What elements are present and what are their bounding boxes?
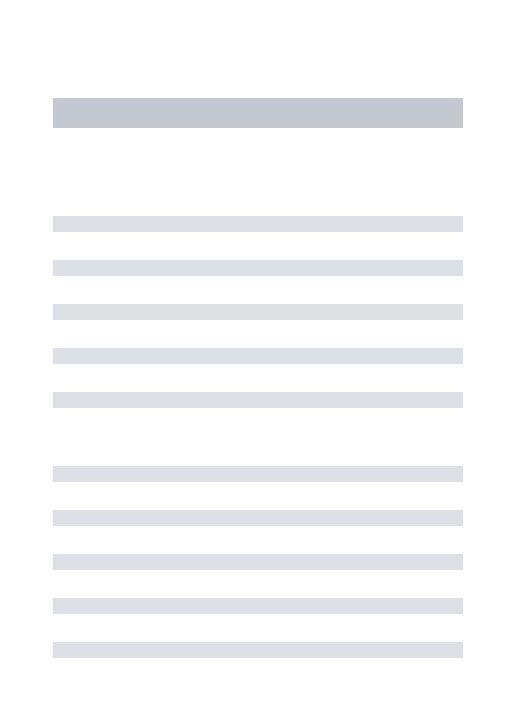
skeleton-line bbox=[53, 392, 463, 408]
skeleton-line bbox=[53, 598, 463, 614]
skeleton-line bbox=[53, 348, 463, 364]
skeleton-line bbox=[53, 304, 463, 320]
skeleton-line bbox=[53, 466, 463, 482]
skeleton-line bbox=[53, 554, 463, 570]
skeleton-line bbox=[53, 510, 463, 526]
skeleton-line bbox=[53, 260, 463, 276]
skeleton-header-bar bbox=[53, 98, 463, 128]
skeleton-line bbox=[53, 642, 463, 658]
skeleton-line bbox=[53, 216, 463, 232]
